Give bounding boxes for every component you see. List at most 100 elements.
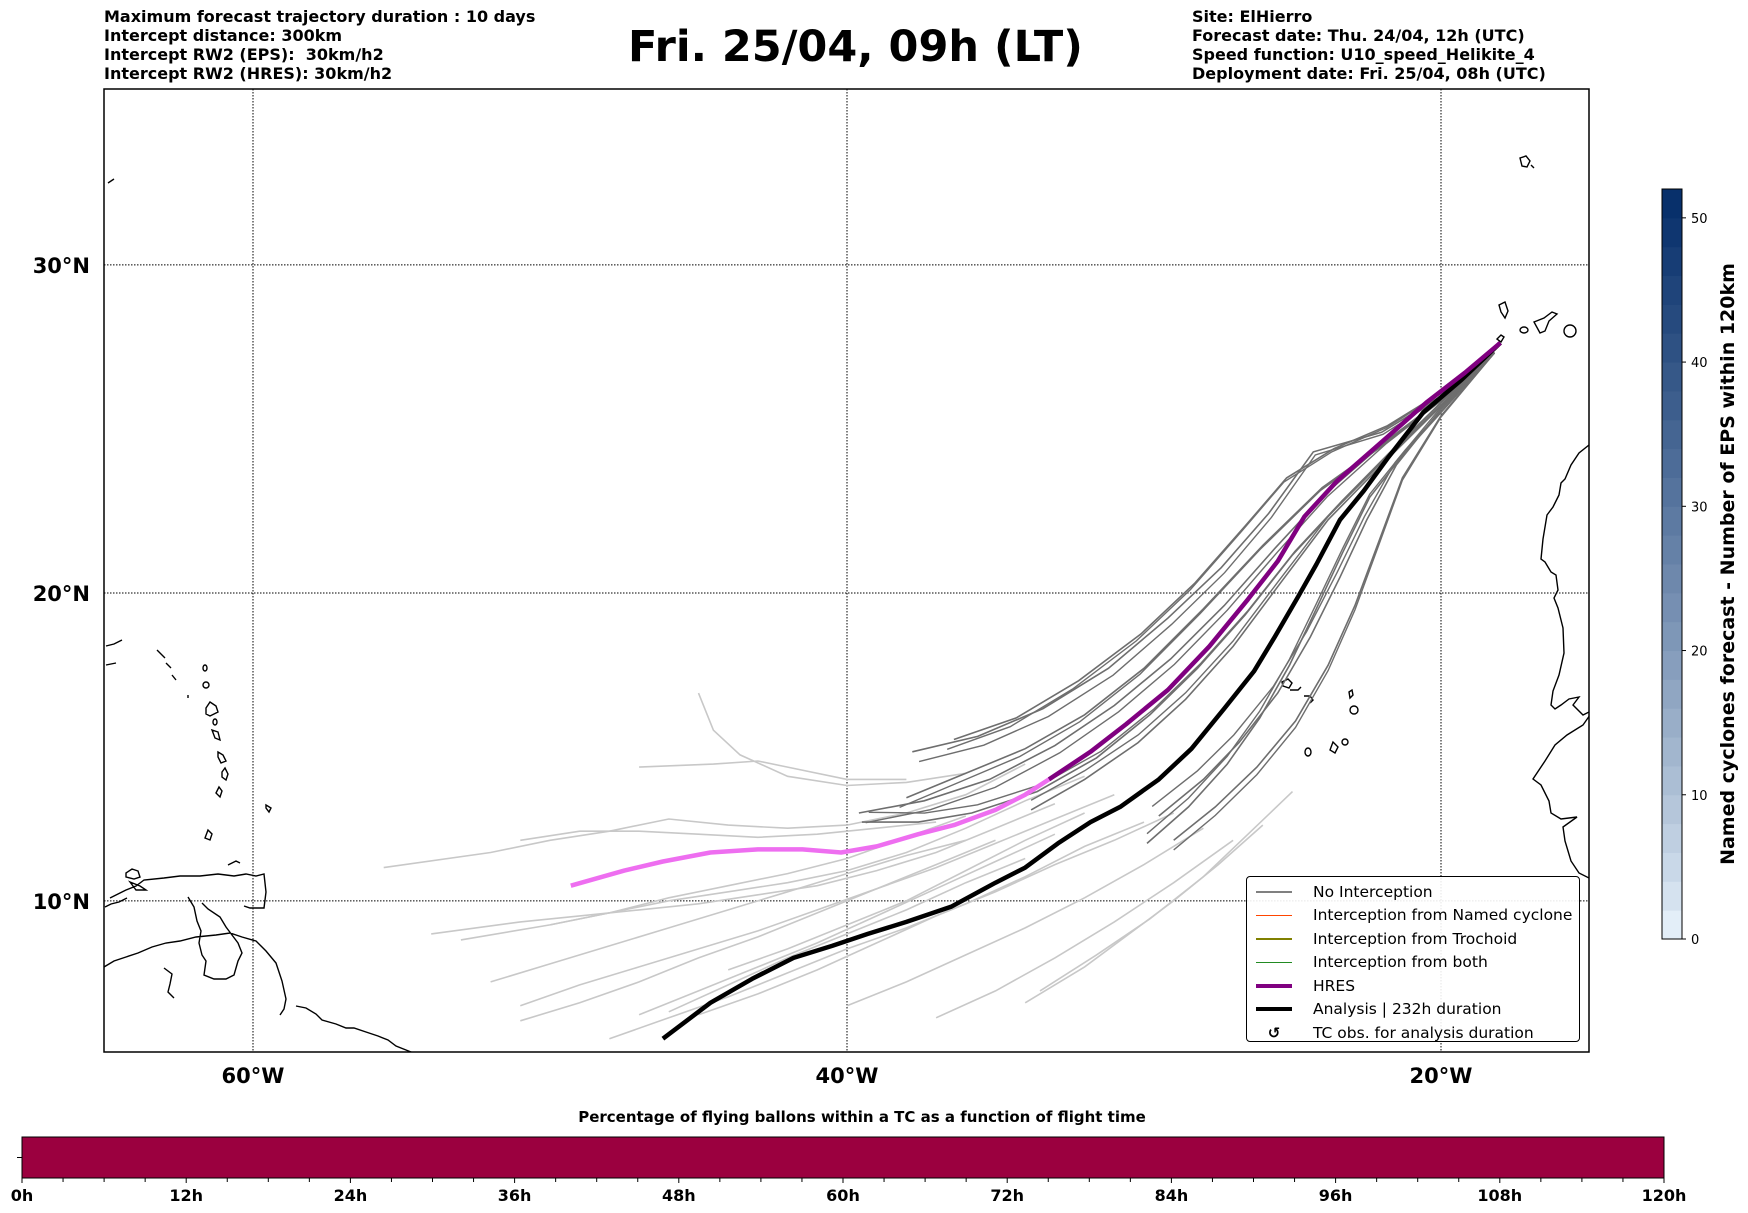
legend-label: TC obs. for analysis duration (1313, 1023, 1534, 1042)
legend-swatch (1253, 891, 1295, 893)
legend-label: HRES (1313, 976, 1356, 995)
colorbar-segment (1662, 910, 1682, 940)
coast-africa (1532, 444, 1589, 879)
colorbar-segment (1662, 362, 1682, 392)
legend-item-no-interception: No Interception (1247, 880, 1579, 904)
colorbar-segment (1662, 708, 1682, 738)
colorbar-tick-label: 40 (1691, 356, 1708, 371)
ensemble-track-early (858, 352, 1496, 814)
ensemble-track-early (1030, 352, 1496, 811)
axis-labels: 30°N 20°N 10°N 60°W 40°W 20°W (33, 254, 1473, 1088)
colorbar-segment (1662, 852, 1682, 882)
ensemble-track-late (490, 839, 966, 983)
colorbar-segment (1662, 765, 1682, 796)
colorbar-segment (1662, 650, 1682, 680)
ensemble-track-late (520, 839, 996, 1022)
ensemble-track-early (1146, 352, 1496, 835)
ensemble-track-early (912, 352, 1496, 753)
deployment-date-text: Deployment date: Fri. 25/04, 08h (UTC) (1192, 64, 1546, 83)
legend-swatch (1253, 961, 1295, 963)
map-legend: No Interception Interception from Named … (1246, 876, 1580, 1042)
ensemble-track-late (846, 827, 1204, 1007)
intercept-eps-text: Intercept RW2 (EPS): 30km/h2 (104, 45, 384, 64)
colorbar-segment (1662, 621, 1682, 652)
ensemble-track-early (1151, 352, 1495, 807)
flight-bar-title: Percentage of flying ballons within a TC… (578, 1108, 1146, 1126)
ensemble-track-late (520, 821, 937, 842)
legend-item-hres: HRES (1247, 974, 1579, 998)
colorbar-segment (1662, 794, 1682, 825)
hres-track-early (1047, 341, 1502, 782)
coast-la-palma (1498, 301, 1509, 320)
flight-bar-tick-label: 0h (10, 1186, 34, 1205)
flight-bar-tick-label: 36h (497, 1186, 532, 1205)
colorbar-segment (1662, 506, 1682, 536)
colorbar-segment (1662, 823, 1682, 853)
colorbar-segment (1662, 217, 1682, 248)
lon-tick-label: 60°W (222, 1064, 285, 1088)
legend-item-both: Interception from both (1247, 951, 1579, 975)
legend-label: No Interception (1313, 882, 1433, 901)
ensemble-track-early (946, 352, 1495, 750)
forecast-date-text: Forecast date: Thu. 24/04, 12h (UTC) (1192, 26, 1525, 45)
ensemble-track-late (1024, 824, 1264, 1004)
cyclone-icon: ↺ (1267, 1023, 1281, 1042)
colorbar-segment (1662, 419, 1682, 450)
colorbar-segment (1662, 275, 1682, 305)
ensemble-track-early (1158, 352, 1496, 817)
flight-bar-tick-label: 24h (333, 1186, 368, 1205)
ensemble-track-late (727, 812, 1085, 971)
flight-bar-tick-label: 84h (1154, 1186, 1189, 1205)
intercept-hres-text: Intercept RW2 (HRES): 30km/h2 (104, 64, 393, 83)
colorbar-segment (1662, 881, 1682, 911)
colorbar-segment (1662, 448, 1682, 478)
flight-bar-tick-label: 108h (1477, 1186, 1523, 1205)
legend-item-analysis: Analysis | 232h duration (1247, 998, 1579, 1022)
coast-iberia-fragment (107, 178, 115, 184)
coast-cape-verde (1281, 678, 1359, 757)
lon-tick-label: 20°W (1410, 1064, 1473, 1088)
flight-time-bar (17, 1136, 1665, 1183)
colorbar-frame (1661, 188, 1683, 940)
hres-track-late (570, 777, 1051, 888)
legend-swatch (1253, 938, 1295, 940)
ensemble-track-late (609, 821, 1145, 1040)
colorbar-segment (1662, 592, 1682, 623)
legend-swatch (1253, 983, 1295, 988)
site-text: Site: ElHierro (1192, 7, 1313, 26)
ensemble-track-late (383, 763, 1026, 869)
ensemble-track-late (520, 793, 1115, 1007)
legend-label: Interception from both (1313, 953, 1488, 972)
ensemble-track-late (638, 833, 1056, 1016)
colorbar-segment (1662, 737, 1682, 767)
coast-tenerife (1533, 311, 1559, 334)
colorbar: 0 10 20 30 40 50 (1661, 188, 1708, 948)
coast-gran-canaria (1563, 324, 1577, 338)
colorbar-tick-label: 50 (1691, 212, 1708, 227)
coast-antilles (104, 639, 413, 1052)
coast-lanzarote (1519, 155, 1535, 169)
ensemble-track-early (1173, 352, 1496, 851)
ensemble-track-late (697, 692, 966, 787)
colorbar-title: Named cyclones forecast - Number of EPS … (1717, 263, 1739, 865)
flight-bar-fill (22, 1137, 1664, 1178)
ensemble-track-late (431, 803, 1056, 935)
ensemble-track-late (549, 815, 967, 926)
legend-label: Analysis | 232h duration (1313, 1000, 1502, 1019)
ensemble-track-early (1146, 352, 1496, 845)
flight-bar-tick-label: 96h (1318, 1186, 1353, 1205)
colorbar-tick-label: 10 (1691, 789, 1708, 804)
flight-bar-tick-label: 12h (169, 1186, 204, 1205)
lat-tick-label: 20°N (33, 582, 90, 606)
colorbar-tick-label: 30 (1691, 500, 1708, 515)
ensemble-track-late (698, 812, 1175, 1016)
colorbar-tick-label: 20 (1691, 645, 1708, 660)
colorbar-segment (1662, 246, 1682, 277)
legend-item-tc-obs: ↺ TC obs. for analysis duration (1247, 1021, 1579, 1045)
flight-bar-tick-label: 60h (826, 1186, 860, 1205)
legend-swatch (1253, 914, 1295, 916)
flight-bar-tick-label: 72h (990, 1186, 1025, 1205)
lat-tick-label: 10°N (33, 890, 90, 914)
legend-label: Interception from Named cyclone (1313, 906, 1573, 925)
